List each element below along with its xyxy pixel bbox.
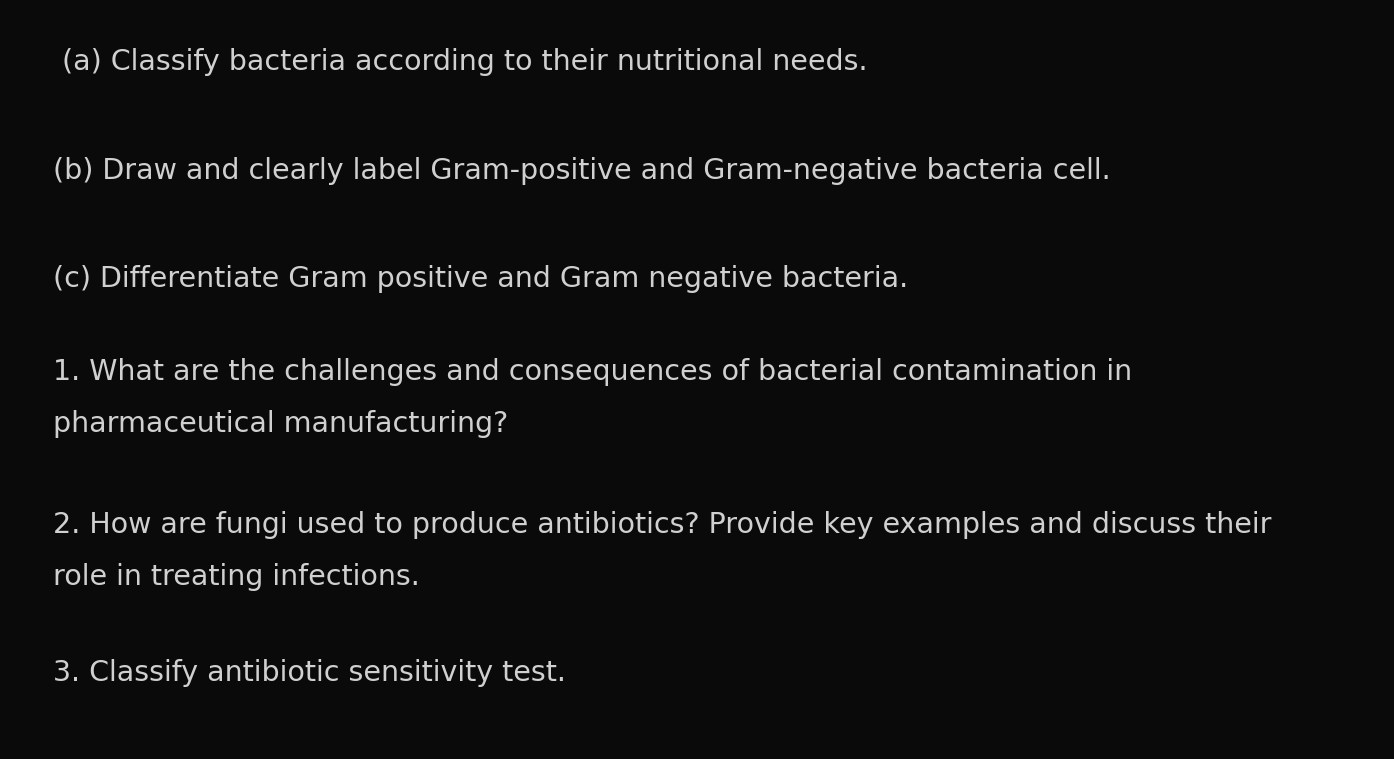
Text: (a) Classify bacteria according to their nutritional needs.: (a) Classify bacteria according to their… [53,49,867,76]
Text: 1. What are the challenges and consequences of bacterial contamination in: 1. What are the challenges and consequen… [53,358,1132,386]
Text: (c) Differentiate Gram positive and Gram negative bacteria.: (c) Differentiate Gram positive and Gram… [53,266,909,293]
Text: 3. Classify antibiotic sensitivity test.: 3. Classify antibiotic sensitivity test. [53,660,566,687]
Text: (b) Draw and clearly label Gram-positive and Gram-negative bacteria cell.: (b) Draw and clearly label Gram-positive… [53,157,1111,184]
Text: pharmaceutical manufacturing?: pharmaceutical manufacturing? [53,410,509,437]
Text: role in treating infections.: role in treating infections. [53,563,420,591]
Text: 2. How are fungi used to produce antibiotics? Provide key examples and discuss t: 2. How are fungi used to produce antibio… [53,512,1271,539]
